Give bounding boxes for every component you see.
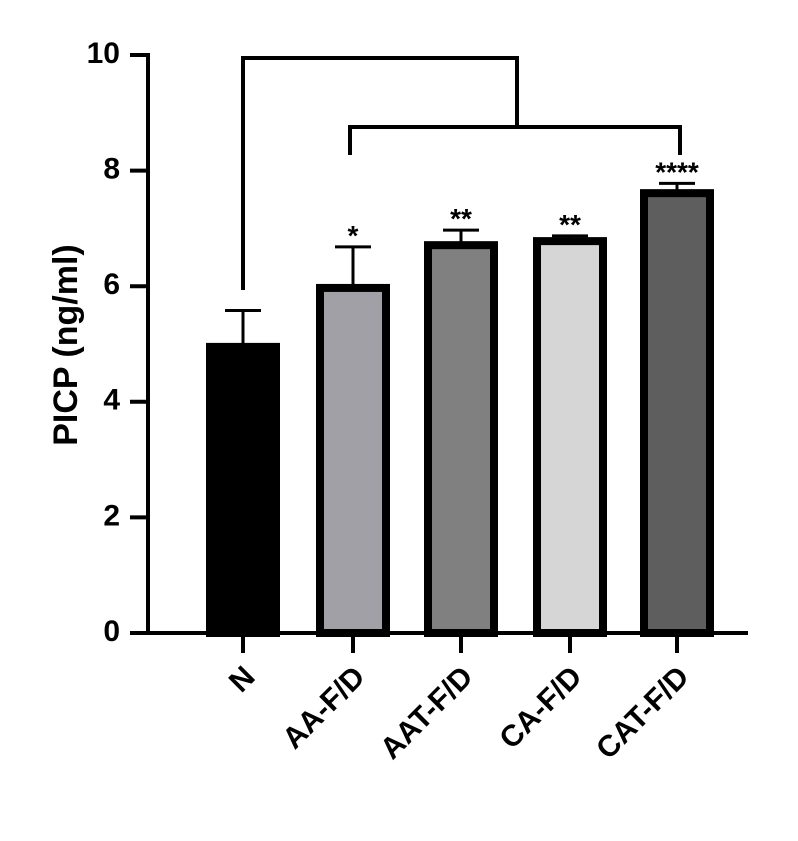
bar: [316, 283, 390, 637]
y-tick-label: 8: [103, 153, 120, 186]
bar: [533, 237, 607, 637]
significance-label: **: [559, 209, 581, 240]
y-axis-label: PICP (ng/ml): [47, 244, 85, 446]
comparison-brackets: [241, 56, 682, 290]
y-tick-label: 0: [103, 615, 120, 648]
y-tick-label: 6: [103, 268, 120, 301]
y-tick-label: 2: [103, 499, 120, 532]
bar: [640, 189, 714, 637]
significance-label: ****: [655, 156, 699, 187]
bar: [206, 342, 280, 637]
x-tick-label: AA-F/D: [276, 660, 371, 755]
bracket: [241, 56, 519, 290]
x-tick-label: CAT-F/D: [590, 660, 695, 765]
significance-label: **: [450, 203, 472, 234]
y-tick-label: 10: [87, 37, 120, 70]
y-tick-label: 4: [103, 384, 120, 417]
x-tick-label: CA-F/D: [493, 660, 588, 755]
x-tick-label: AAT-F/D: [374, 660, 479, 765]
bracket: [348, 125, 682, 155]
significance-label: *: [348, 220, 359, 251]
x-tick-label: N: [223, 660, 262, 699]
bar: [424, 241, 498, 638]
